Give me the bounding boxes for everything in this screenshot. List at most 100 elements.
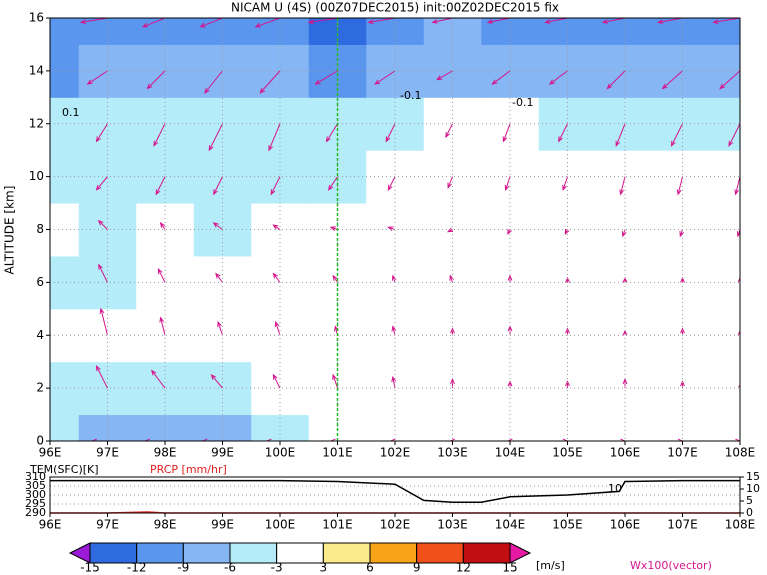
y-tick-label: 10 — [29, 169, 44, 183]
wind-vector — [208, 123, 223, 152]
wind-vector — [272, 224, 281, 230]
wind-vector — [98, 263, 108, 283]
field — [50, 18, 740, 441]
wind-vector — [712, 18, 740, 25]
y-tick-label: 8 — [36, 222, 44, 236]
wind-vector — [601, 18, 626, 24]
wind-vector — [491, 70, 511, 85]
y2-tick-label: 10 — [746, 482, 760, 495]
wind-vector — [445, 123, 453, 139]
x-tick-label: 107E — [667, 446, 698, 460]
wind-vector — [734, 176, 740, 196]
wind-vector — [153, 123, 166, 147]
x-tick-label: 104E — [495, 446, 526, 460]
chart-title: NICAM U (4S) (00Z07DEC2015) init:00Z02DE… — [231, 1, 559, 15]
u-cell — [136, 44, 195, 98]
u-cell — [711, 150, 740, 204]
wind-vector — [391, 325, 397, 336]
wind-vector — [431, 18, 453, 24]
wind-vector — [677, 438, 684, 441]
u-cell — [136, 361, 195, 416]
wind-vector — [79, 18, 108, 25]
u-cell — [711, 18, 740, 45]
wind-vector — [95, 123, 108, 143]
wind-vector — [95, 176, 108, 191]
wind-vector — [95, 364, 108, 389]
u-cell — [78, 361, 137, 416]
x-tick-label: 105E — [552, 518, 583, 532]
wind-vector — [449, 438, 456, 441]
wind-vector — [254, 18, 281, 28]
wind-vector — [325, 123, 338, 143]
u-cell — [423, 308, 482, 363]
wind-vector — [332, 274, 338, 283]
y-tick-label: 0 — [36, 434, 44, 448]
wind-vector — [217, 320, 223, 336]
wind-vector — [159, 221, 166, 230]
wind-vector — [504, 176, 511, 192]
y-tick-label: 4 — [36, 328, 44, 342]
colorbar-label: 3 — [320, 561, 328, 575]
wind-vector — [728, 123, 740, 147]
wind-vector — [274, 320, 281, 336]
u-cell — [711, 308, 740, 363]
wind-vector — [502, 123, 511, 143]
wind-vector — [544, 18, 568, 24]
colorbar-label: -6 — [224, 561, 236, 575]
u-cell — [251, 361, 310, 416]
u-cell — [251, 203, 310, 257]
wind-vector — [619, 176, 626, 196]
y-tick-label: 290 — [25, 506, 46, 519]
colorbar-label: -12 — [127, 561, 147, 575]
wind-vector — [435, 70, 453, 81]
x-tick-label: 98E — [154, 446, 177, 460]
colorbar-box — [182, 542, 231, 564]
x-tick-label: 101E — [322, 446, 353, 460]
x-tick-label: 104E — [495, 518, 526, 532]
y2-tick-label: 15 — [746, 470, 760, 483]
wind-vector — [270, 176, 281, 196]
colorbar-box — [276, 542, 324, 564]
y-tick-label: 2 — [36, 381, 44, 395]
u-cell — [711, 44, 740, 98]
wind-vector — [146, 70, 166, 90]
wind-vector — [374, 70, 396, 85]
wind-vector — [387, 176, 396, 191]
x-tick-label: 97E — [96, 518, 119, 532]
y2-tick-label: 0 — [746, 506, 753, 519]
u-cell — [78, 308, 137, 363]
u-cell — [538, 361, 597, 416]
u-cell — [136, 308, 195, 363]
u-cell — [251, 308, 310, 363]
wind-vector — [548, 70, 568, 85]
u-cell — [711, 414, 740, 441]
wind-vector — [151, 369, 166, 389]
colorbar-label: 6 — [366, 561, 374, 575]
y-tick-label: 305 — [25, 479, 46, 492]
wind-vector — [157, 268, 166, 283]
wind-vector — [329, 226, 338, 231]
legend-label: PRCP [mm/hr] — [150, 463, 227, 476]
wind-vector — [201, 438, 223, 441]
x-tick-label: 101E — [322, 518, 353, 532]
wind-vector — [329, 438, 338, 441]
y-tick-label: 6 — [36, 275, 44, 289]
y-axis-label: ALTITUDE [km] — [3, 186, 17, 275]
x-tick-label: 107E — [667, 518, 698, 532]
wind-vector — [272, 373, 281, 389]
u-cell — [538, 44, 597, 98]
wind-vector — [50, 228, 51, 230]
u-cell — [423, 44, 482, 98]
wind-vector — [327, 176, 338, 191]
y-tick-label: 300 — [25, 488, 46, 501]
wind-vector — [307, 18, 338, 25]
x-tick-label: 98E — [154, 518, 177, 532]
colorbar-label: -3 — [271, 561, 283, 575]
colorbar-label: 15 — [502, 561, 517, 575]
legend-label: TEM(SFC)[K] — [29, 463, 99, 476]
wind-vector — [606, 70, 626, 90]
wind-vector — [507, 274, 513, 283]
vector-label: Wx100(vector) — [630, 559, 712, 572]
x-tick-label: 103E — [437, 446, 468, 460]
